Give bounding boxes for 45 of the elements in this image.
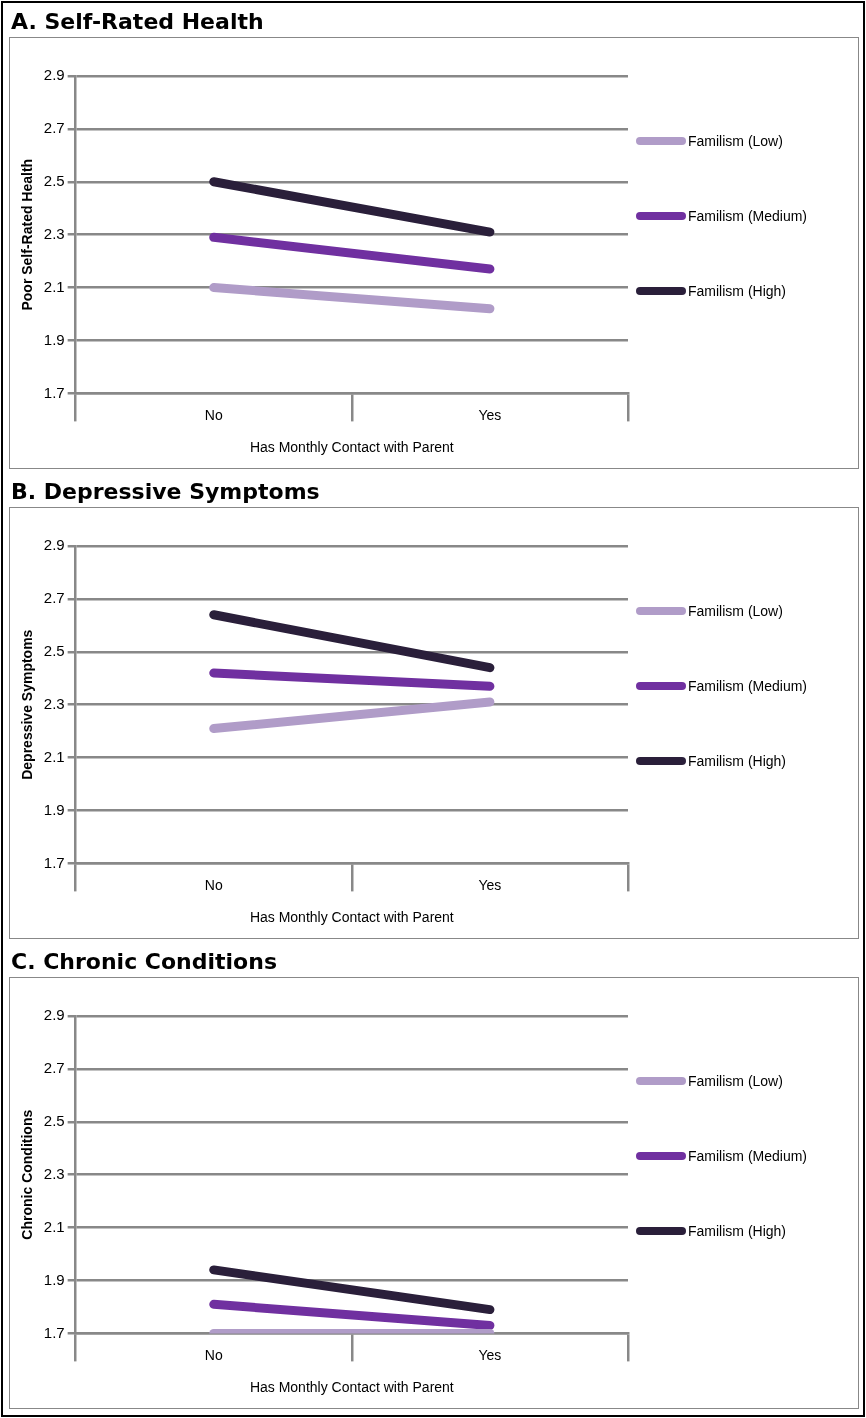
x-tick-label: Yes: [478, 876, 502, 893]
y-tick-label: 2.1: [43, 1217, 65, 1235]
legend-label: Familism (Low): [688, 1072, 783, 1089]
legend-label: Familism (Medium): [688, 677, 807, 694]
chart-title: C. Chronic Conditions: [10, 948, 278, 976]
y-tick-label: 2.1: [43, 747, 65, 765]
y-tick-label: 2.3: [43, 1164, 65, 1182]
y-axis-title: Depressive Symptoms: [19, 629, 36, 780]
x-tick-label: No: [204, 1346, 223, 1363]
y-tick-label: 2.1: [43, 277, 65, 295]
y-tick-label: 1.7: [43, 1323, 65, 1341]
x-tick-label: No: [204, 406, 223, 423]
legend-label: Familism (High): [688, 1222, 786, 1239]
y-axis-title: Chronic Conditions: [19, 1109, 36, 1240]
y-tick-label: 2.3: [43, 694, 65, 712]
legend-label: Familism (Medium): [688, 1147, 807, 1164]
legend-label: Familism (Low): [688, 602, 783, 619]
y-tick-label: 1.7: [43, 853, 65, 871]
y-tick-label: 2.3: [43, 224, 65, 242]
legend-label: Familism (High): [688, 752, 786, 769]
y-tick-label: 2.5: [43, 171, 65, 189]
x-tick-label: Yes: [478, 406, 502, 423]
legend-label: Familism (Low): [688, 132, 783, 149]
x-tick-label: No: [204, 876, 223, 893]
y-tick-label: 2.7: [43, 589, 65, 607]
y-tick-label: 1.9: [43, 330, 65, 348]
x-tick-label: Yes: [478, 1346, 502, 1363]
y-tick-label: 1.9: [43, 800, 65, 818]
x-axis-title: Has Monthly Contact with Parent: [249, 439, 454, 456]
x-axis-title: Has Monthly Contact with Parent: [249, 1379, 454, 1396]
y-tick-label: 1.7: [43, 383, 65, 401]
y-tick-label: 2.9: [43, 1006, 65, 1024]
x-axis-title: Has Monthly Contact with Parent: [249, 909, 454, 926]
y-tick-label: 1.9: [43, 1270, 65, 1288]
y-tick-label: 2.5: [43, 641, 65, 659]
chart-title: A. Self-Rated Health: [10, 8, 265, 36]
legend-label: Familism (Medium): [688, 207, 807, 224]
y-tick-label: 2.9: [43, 66, 65, 84]
y-tick-label: 2.7: [43, 119, 65, 137]
y-tick-label: 2.9: [43, 536, 65, 554]
y-tick-label: 2.7: [43, 1059, 65, 1077]
y-axis-title: Poor Self-Rated Health: [19, 158, 36, 311]
y-tick-label: 2.5: [43, 1111, 65, 1129]
chart-title: B. Depressive Symptoms: [10, 478, 321, 506]
legend-label: Familism (High): [688, 282, 786, 299]
